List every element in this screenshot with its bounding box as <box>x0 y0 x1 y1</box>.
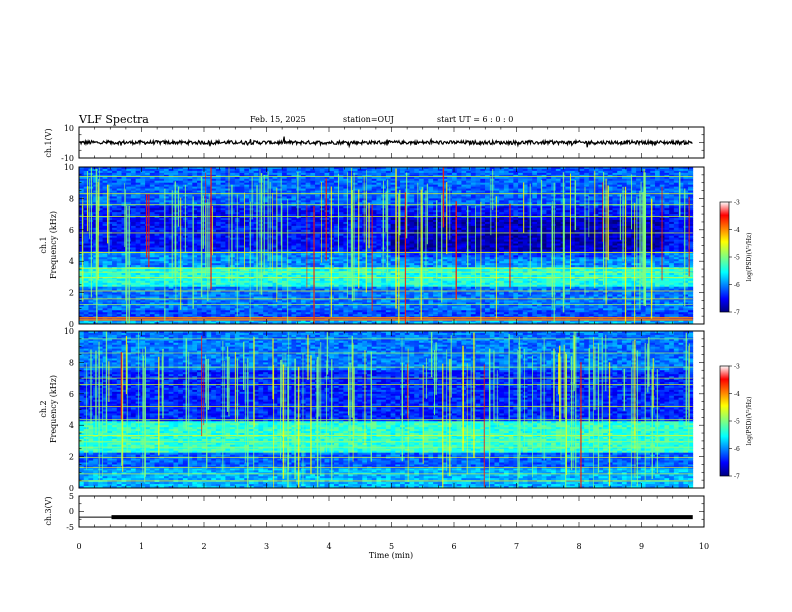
ch1-ytick-top: 10 <box>64 124 74 133</box>
ch1-spectrogram-heatmap <box>79 167 693 324</box>
ch1-waveform-ylabel: ch.1(V) <box>44 128 53 157</box>
ch1-ytick-bottom: -10 <box>61 154 74 163</box>
ch1-waveform-panel: 10 -10 ch.1(V) <box>44 124 704 163</box>
vlf-figure: 10 -10 ch.1(V) 0246810 ch.1 Frequency (k… <box>0 0 792 612</box>
